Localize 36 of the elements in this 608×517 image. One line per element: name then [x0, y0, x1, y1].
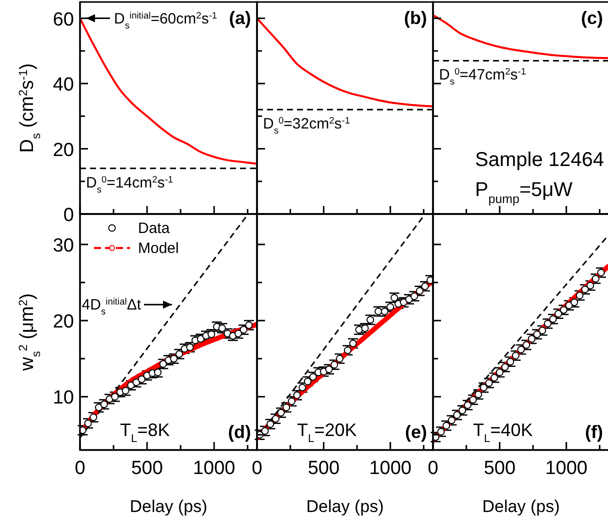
y-tick-label: 20: [52, 312, 74, 333]
legend-label: Data: [138, 220, 170, 237]
annotation: T$_{L}$=40K: [473, 420, 533, 445]
x-tick-label: 500: [484, 458, 516, 479]
ref-line-label: D$_{s}$$^{0}$=47cm$^{2}$s$^{-1}$: [439, 66, 526, 87]
x-tick-label: 500: [131, 458, 163, 479]
legend-label: Model: [138, 240, 179, 257]
y-tick-label: 30: [52, 235, 74, 256]
annotation: (d): [228, 422, 252, 442]
y-tick-label: 20: [52, 140, 74, 161]
x-tick-label: 1000: [545, 458, 588, 479]
ref-line-label: D$_{s}$$^{0}$=14cm$^{2}$s$^{-1}$: [86, 174, 174, 194]
x-tick-label: 0: [252, 458, 262, 479]
x-tick-label: 0: [428, 458, 438, 479]
annotation: (b): [404, 8, 428, 28]
ref-line-label: D$_{s}$$^{0}$=32cm$^{2}$s$^{-1}$: [263, 116, 350, 136]
annotation: (c): [581, 8, 604, 28]
x-axis-title: Delay (ps): [306, 497, 384, 516]
annotation: (e): [405, 422, 428, 442]
x-axis-title: Delay (ps): [482, 497, 560, 516]
annotation: 4D$_{s}$$^{initial}$Δt: [82, 296, 142, 317]
y-tick-label: 10: [52, 388, 74, 409]
x-tick-label: 1000: [192, 458, 236, 479]
x-tick-label: 500: [308, 458, 340, 479]
y-tick-label: 60: [52, 9, 74, 30]
annotation: (a): [229, 8, 252, 28]
annotation: P$_{pump}$=5μW: [475, 179, 573, 206]
annotation: D$_{s}$$^{initial}$=60cm$^{2}$s$^{-1}$: [114, 10, 218, 30]
annotation: T$_{L}$=8K: [120, 420, 170, 445]
annotation: Sample 12464: [475, 149, 604, 171]
x-tick-label: 1000: [369, 458, 412, 479]
y-tick-label: 40: [52, 74, 74, 96]
annotation: (f): [585, 422, 604, 442]
annotation: T$_{L}$=20K: [297, 420, 357, 445]
x-axis-title: Delay (ps): [130, 497, 208, 516]
y-tick-label: 0: [63, 205, 74, 226]
